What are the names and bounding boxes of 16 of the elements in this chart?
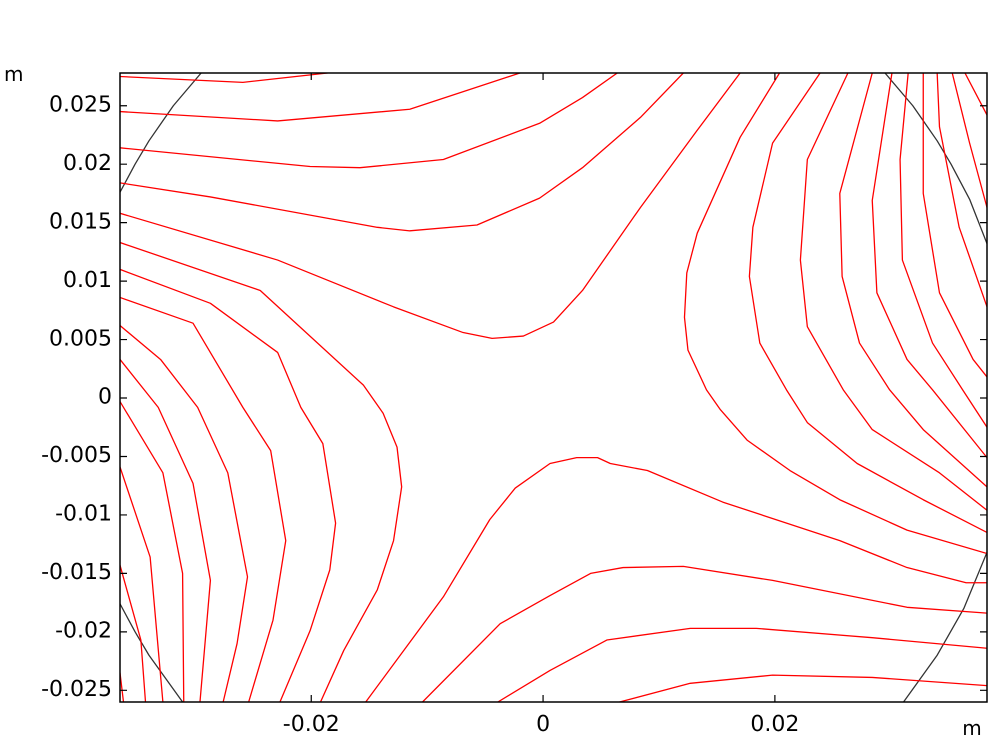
y-tick-label: -0.025 [41, 677, 112, 702]
x-axis-title: m [962, 716, 982, 740]
x-tick-label: 0.02 [750, 712, 800, 737]
y-tick-label: 0.01 [63, 268, 112, 293]
x-tick-label: -0.02 [282, 712, 340, 737]
y-tick-label: -0.01 [55, 502, 112, 527]
y-tick-label: -0.015 [41, 560, 112, 586]
y-tick-label: 0.02 [63, 150, 112, 176]
y-tick-label: 0.015 [49, 209, 112, 234]
y-tick-label: 0.025 [49, 92, 112, 118]
y-tick-label: 0.005 [49, 326, 112, 352]
x-tick-label: 0 [536, 712, 550, 737]
y-tick-label: -0.005 [41, 443, 112, 468]
y-axis-title: m [4, 62, 24, 86]
y-tick-label: 0 [98, 384, 112, 410]
y-tick-label: -0.02 [55, 618, 112, 644]
